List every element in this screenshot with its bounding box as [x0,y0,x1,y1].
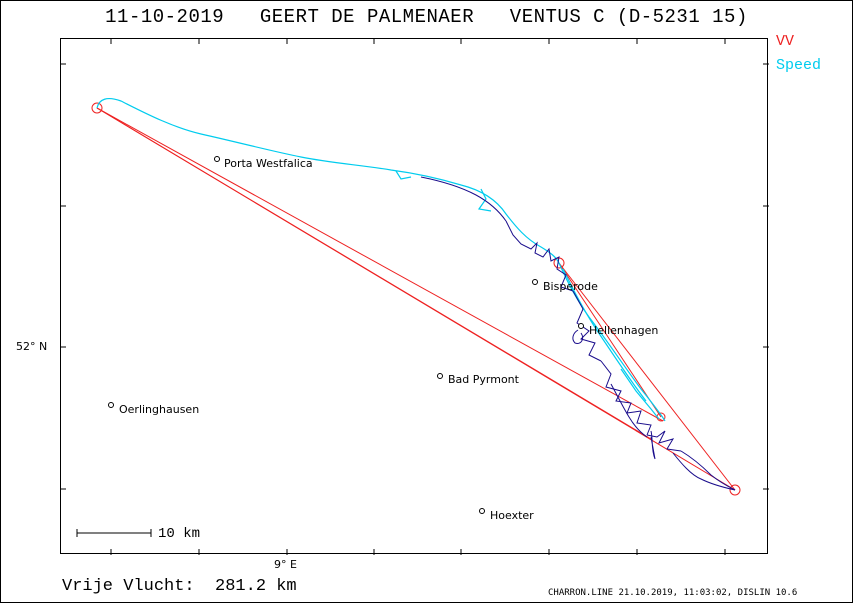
free-flight-distance: Vrije Vlucht: 281.2 km [62,577,297,596]
track-segment [477,188,492,212]
task-leg [558,262,736,491]
scale-label: 10 km [158,526,201,542]
map-area [60,38,769,555]
track-segment [600,360,652,436]
turnpoint-marker [91,102,103,114]
footer-credits: CHARRON.LINE 21.10.2019, 11:03:02, DISLI… [548,588,798,598]
turnpoint-marker [729,484,741,496]
town-label: Bisperode [543,280,598,293]
map-svg [61,39,769,555]
task-leg [96,107,652,440]
speed-track [96,98,666,422]
flight-title: 11-10-2019 GEERT DE PALMENAER VENTUS C (… [105,6,748,28]
task-leg [96,107,664,422]
track-segment [650,430,656,460]
town-label: Bad Pyrmont [448,373,519,386]
town-label: Hoexter [490,509,534,522]
task-leg [558,262,662,418]
axis-ticks [61,39,769,555]
scale-bar [76,529,152,537]
track-segment [620,368,660,420]
task-lines [91,102,741,496]
longitude-label: 9° E [274,558,297,571]
track-segment [96,98,560,264]
track-segment [610,383,648,438]
town-marker [578,323,584,329]
town-marker [214,156,220,162]
track-segment [672,452,736,491]
track-segment [646,430,682,452]
town-marker [108,402,114,408]
town-label: Hellenhagen [589,324,659,337]
track-segment [395,170,412,180]
town-marker [437,373,443,379]
legend-speed: Speed [776,57,822,74]
town-label: Oerlinghausen [119,403,200,416]
vario-track [420,176,736,491]
track-segment [420,176,507,222]
town-marker [532,279,538,285]
track-segment [505,220,574,292]
track-segment [572,290,602,362]
track-segment [562,268,647,402]
track-segment [572,329,584,344]
town-label: Porta Westfalica [224,157,313,170]
track-segment [680,450,736,491]
legend-vv: VV [776,33,795,50]
latitude-label: 52° N [16,340,48,353]
town-marker [479,508,485,514]
